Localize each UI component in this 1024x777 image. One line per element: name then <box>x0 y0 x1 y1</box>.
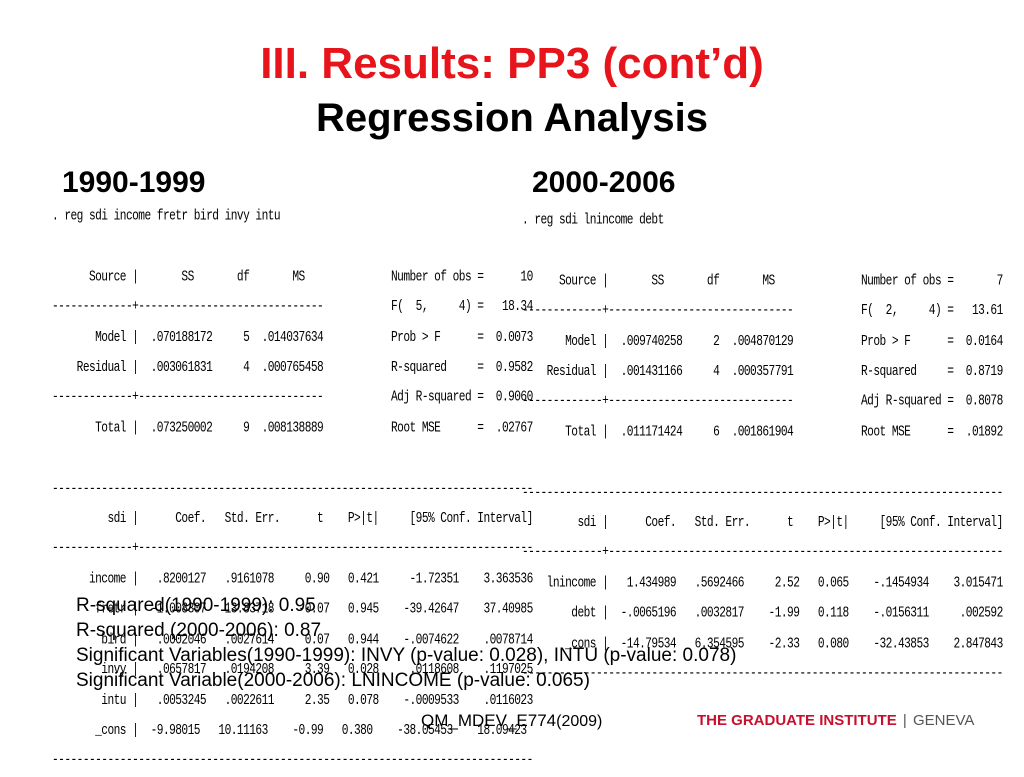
institute-logo: THE GRADUATE INSTITUTE | GENEVA <box>697 712 974 729</box>
course-footer: QM_MDEV_E774(2009) <box>421 711 602 731</box>
summary-line-significant-2000: Significant Variable(2000-2006): LNINCOM… <box>76 670 590 691</box>
regression-output-1990-1999: . reg sdi income fretr bird invy intu So… <box>52 208 533 770</box>
results-summary: R-squared(1990-1999): 0.95 R-squared (20… <box>76 593 736 693</box>
summary-line-significant-1990: Significant Variables(1990-1999): INVY (… <box>76 645 737 666</box>
course-code: QM_MDEV_E774 <box>421 711 557 730</box>
logo-separator: | <box>902 712 907 729</box>
course-year: (2009) <box>556 713 603 730</box>
period-label-1990-1999: 1990-1999 <box>62 166 206 199</box>
institute-name: THE GRADUATE INSTITUTE <box>697 712 897 729</box>
summary-line-r2-2000: R-squared (2000-2006): 0.87 <box>76 620 322 641</box>
summary-line-r2-1990: R-squared(1990-1999): 0.95 <box>76 595 316 616</box>
slide-subtitle: Regression Analysis <box>315 96 708 140</box>
institute-city: GENEVA <box>912 712 975 729</box>
slide-title: III. Results: PP3 (cont’d) <box>260 39 764 88</box>
period-label-2000-2006: 2000-2006 <box>532 166 676 199</box>
regression-output-2000-2006: . reg sdi lnincome debt Source | SS df M… <box>522 212 1003 683</box>
